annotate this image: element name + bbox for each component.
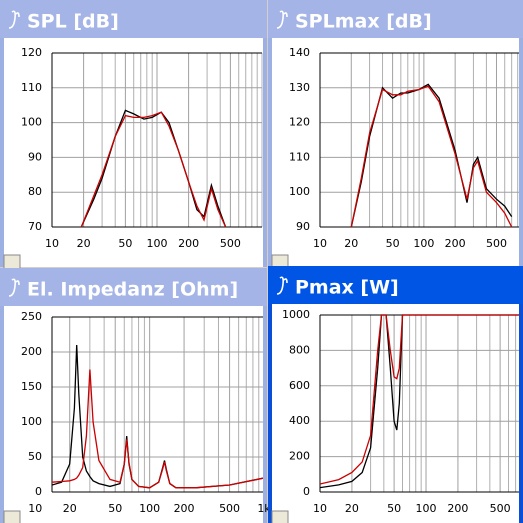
- series-line: [52, 369, 263, 489]
- title-bar[interactable]: [268, 0, 523, 38]
- y-tick-label: 120: [289, 116, 310, 129]
- x-tick-label: 20: [77, 237, 91, 250]
- y-tick-label: 100: [21, 116, 42, 129]
- y-tick-label: 110: [21, 81, 42, 94]
- x-tick-label: 10: [313, 237, 327, 250]
- y-tick-label: 110: [289, 150, 310, 163]
- x-tick-label: 200: [447, 502, 468, 515]
- x-tick-label: 20: [63, 502, 77, 515]
- y-tick-label: 150: [21, 380, 42, 393]
- y-tick-label: 130: [289, 81, 310, 94]
- title-bar[interactable]: [0, 0, 267, 38]
- y-tick-label: 70: [28, 220, 42, 233]
- x-tick-label: 20: [344, 237, 358, 250]
- title-bar[interactable]: [0, 268, 267, 306]
- window[interactable]: SPL [dB] 70 80 90 100 110 120 10 20 50 100 200 500: [0, 0, 267, 270]
- y-tick-label: 0: [303, 485, 310, 498]
- x-tick-label: 100: [416, 502, 437, 515]
- x-tick-label: 500: [220, 237, 241, 250]
- window-body: [272, 38, 519, 267]
- window-title: SPL [dB]: [27, 11, 119, 33]
- y-tick-label: 800: [289, 343, 310, 356]
- y-tick-label: 1000: [282, 308, 310, 321]
- y-tick-label: 90: [28, 150, 42, 163]
- window-icon: [276, 10, 288, 29]
- x-tick-label: 1k: [257, 502, 271, 515]
- window-icon: [8, 10, 20, 29]
- x-tick-label: 20: [345, 502, 359, 515]
- x-tick-label: 50: [387, 502, 401, 515]
- x-tick-label: 200: [445, 237, 466, 250]
- y-tick-label: 600: [289, 379, 310, 392]
- y-tick-label: 80: [28, 185, 42, 198]
- x-tick-label: 500: [486, 237, 507, 250]
- x-tick-label: 100: [139, 502, 160, 515]
- window-body: [272, 304, 519, 523]
- x-tick-label: 10: [313, 502, 327, 515]
- window-button: [3, 510, 21, 523]
- series-line: [80, 111, 227, 228]
- y-tick-label: 250: [21, 310, 42, 323]
- title-bar[interactable]: [268, 266, 523, 304]
- series-line: [320, 314, 519, 485]
- x-tick-label: 100: [413, 237, 434, 250]
- y-tick-label: 50: [28, 450, 42, 463]
- y-tick-label: 120: [21, 46, 42, 59]
- window-icon: [8, 278, 20, 297]
- x-tick-label: 50: [118, 237, 132, 250]
- window-icon: [276, 276, 288, 295]
- x-tick-label: 100: [147, 237, 168, 250]
- x-tick-label: 200: [178, 237, 199, 250]
- y-tick-label: 90: [296, 220, 310, 233]
- x-tick-label: 500: [490, 502, 511, 515]
- window-body: [4, 306, 263, 523]
- y-tick-label: 100: [289, 185, 310, 198]
- x-tick-label: 50: [108, 502, 122, 515]
- window-button: [3, 254, 21, 270]
- window[interactable]: SPLmax [dB] 90 100 110 120 130 140 10 20 50 100 200…: [268, 0, 523, 270]
- y-tick-label: 0: [35, 485, 42, 498]
- y-tick-label: 100: [21, 415, 42, 428]
- x-tick-label: 50: [386, 237, 400, 250]
- y-tick-label: 400: [289, 414, 310, 427]
- window-button: [271, 510, 289, 523]
- series-line: [350, 85, 513, 228]
- window[interactable]: El. Impedanz [Ohm] 0 50 100 150 200 250 10 20 50 1…: [0, 268, 271, 523]
- window-title: SPLmax [dB]: [295, 11, 432, 33]
- x-tick-label: 10: [28, 502, 42, 515]
- y-tick-label: 200: [289, 450, 310, 463]
- window[interactable]: Pmax [W] 0 200 400 600 800 1000 10 20 50 100 200 500: [268, 266, 523, 523]
- x-tick-label: 500: [219, 502, 240, 515]
- x-tick-label: 10: [45, 237, 59, 250]
- y-tick-label: 140: [289, 46, 310, 59]
- x-tick-label: 200: [174, 502, 195, 515]
- y-tick-label: 200: [21, 345, 42, 358]
- window-title: Pmax [W]: [295, 277, 399, 299]
- window-title: El. Impedanz [Ohm]: [27, 279, 238, 301]
